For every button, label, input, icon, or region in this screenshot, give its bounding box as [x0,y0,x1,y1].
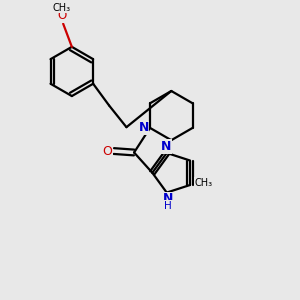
Text: O: O [103,145,112,158]
Text: N: N [163,192,173,206]
Text: H: H [164,201,172,211]
Text: N: N [138,122,149,134]
Text: O: O [57,9,66,22]
Text: CH₃: CH₃ [195,178,213,188]
Text: CH₃: CH₃ [53,3,71,13]
Text: N: N [161,140,171,153]
